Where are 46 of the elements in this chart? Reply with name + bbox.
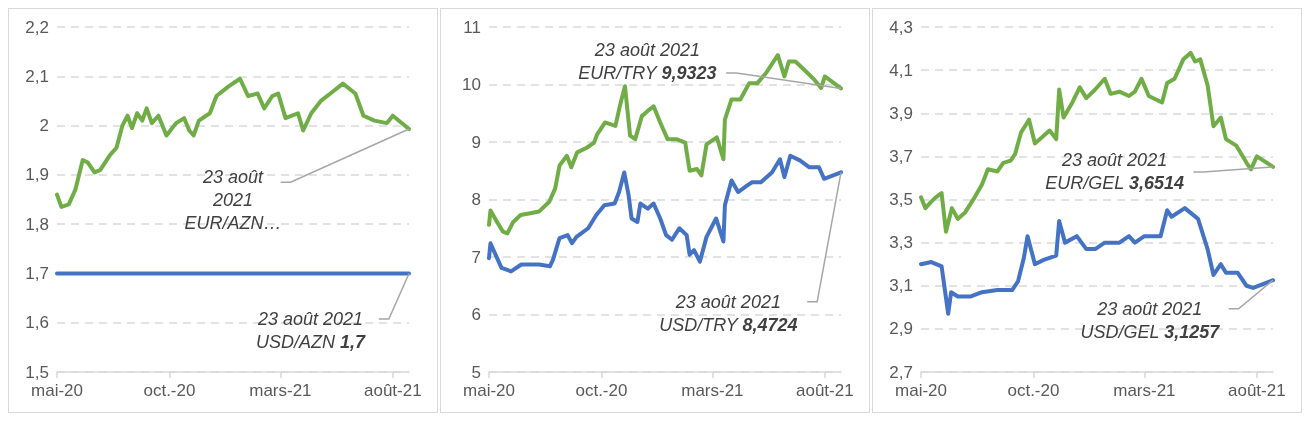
- y-tick-label: 2,1: [25, 66, 49, 86]
- y-tick-label: 2,7: [889, 362, 913, 382]
- y-tick-label: 3,1: [889, 276, 913, 296]
- x-tick-label: oct.-20: [143, 381, 196, 400]
- y-tick-label: 1,7: [25, 263, 49, 283]
- x-tick-label: mai-20: [895, 381, 947, 400]
- line-series: [55, 76, 411, 209]
- x-tick-label: août-21: [796, 381, 854, 400]
- y-tick-label: 10: [462, 75, 481, 94]
- annotation: 23 août 2021 EUR/GEL 3,6514: [1045, 150, 1185, 194]
- y-tick-label: 3,7: [889, 146, 913, 166]
- y-tick-label: 1,9: [25, 165, 49, 185]
- x-tick-label: mai-20: [31, 381, 83, 400]
- annotation: 23 août 2021 USD/GEL 3,1257: [1080, 298, 1221, 342]
- y-tick-label: 7: [471, 247, 481, 267]
- x-tick-label: août-21: [364, 381, 422, 400]
- y-tick-label: 3,9: [889, 103, 913, 123]
- annotation: 23 août 2021 EUR/TRY 9,9323: [578, 40, 717, 83]
- y-tick-label: 1,8: [25, 214, 49, 234]
- annotation: 23 août 2021 USD/AZN 1,7: [255, 309, 366, 353]
- y-tick-label: 9: [471, 132, 481, 152]
- x-tick-label: mars-21: [1113, 381, 1176, 400]
- annotation: 23 août 2021 USD/TRY 8,4724: [659, 291, 798, 335]
- annotation: 23 août 2021 EUR/AZN…: [184, 166, 282, 233]
- y-tick-label: 6: [471, 305, 481, 324]
- y-tick-label: 8: [471, 190, 481, 209]
- y-tick-label: 2: [39, 116, 49, 136]
- line-series: [919, 50, 1275, 234]
- y-tick-label: 11: [463, 17, 481, 37]
- x-tick-label: mars-21: [249, 381, 312, 400]
- y-tick-label: 3,3: [889, 233, 913, 253]
- x-tick-label: oct.-20: [1007, 381, 1060, 400]
- y-tick-label: 3,5: [889, 190, 913, 209]
- y-tick-label: 2,9: [889, 319, 913, 339]
- x-tick-label: mai-20: [463, 381, 515, 400]
- line-series: [919, 206, 1275, 316]
- y-tick-label: 1,5: [25, 362, 49, 382]
- x-tick-label: août-21: [1228, 381, 1286, 400]
- x-tick-label: mars-21: [681, 381, 744, 400]
- line-series: [487, 153, 843, 274]
- y-tick-label: 4,1: [889, 60, 913, 80]
- y-tick-label: 1,6: [25, 313, 49, 333]
- y-tick-label: 2,2: [25, 17, 49, 37]
- y-tick-label: 5: [471, 362, 481, 382]
- x-tick-label: oct.-20: [575, 381, 628, 400]
- y-tick-label: 4,3: [889, 17, 913, 37]
